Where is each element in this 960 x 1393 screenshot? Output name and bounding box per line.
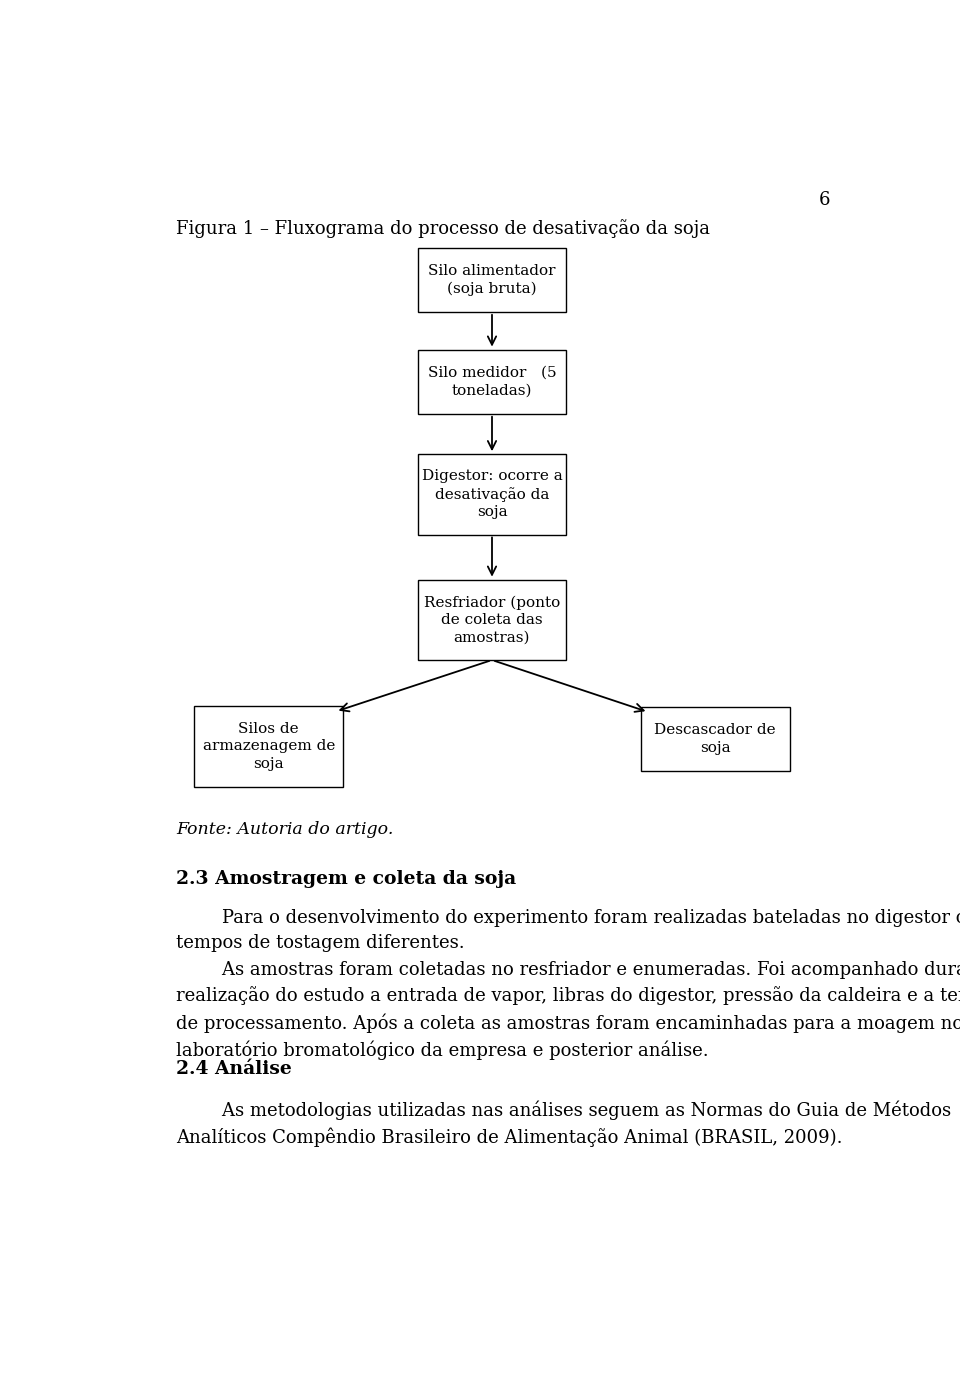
FancyBboxPatch shape	[418, 454, 566, 535]
Text: Digestor: ocorre a
desativação da
soja: Digestor: ocorre a desativação da soja	[421, 469, 563, 520]
Text: As amostras foram coletadas no resfriador e enumeradas. Foi acompanhado durante : As amostras foram coletadas no resfriado…	[176, 961, 960, 1060]
Text: Silos de
armazenagem de
soja: Silos de armazenagem de soja	[203, 722, 335, 770]
Text: 2.3 Amostragem e coleta da soja: 2.3 Amostragem e coleta da soja	[176, 869, 516, 887]
Text: 2.4 Análise: 2.4 Análise	[176, 1060, 292, 1078]
FancyBboxPatch shape	[194, 706, 344, 787]
Text: As metodologias utilizadas nas análises seguem as Normas do Guia de Métodos
Anal: As metodologias utilizadas nas análises …	[176, 1100, 951, 1146]
Text: 6: 6	[819, 191, 830, 209]
Text: Figura 1 – Fluxograma do processo de desativação da soja: Figura 1 – Fluxograma do processo de des…	[176, 219, 709, 238]
Text: Silo medidor   (5
toneladas): Silo medidor (5 toneladas)	[428, 366, 556, 397]
Text: Para o desenvolvimento do experimento foram realizadas bateladas no digestor com: Para o desenvolvimento do experimento fo…	[176, 910, 960, 953]
Text: Silo alimentador
(soja bruta): Silo alimentador (soja bruta)	[428, 263, 556, 295]
FancyBboxPatch shape	[641, 706, 790, 772]
FancyBboxPatch shape	[418, 350, 566, 414]
Text: Resfriador (ponto
de coleta das
amostras): Resfriador (ponto de coleta das amostras…	[424, 595, 560, 645]
Text: Descascador de
soja: Descascador de soja	[655, 723, 776, 755]
Text: Fonte: Autoria do artigo.: Fonte: Autoria do artigo.	[176, 822, 394, 839]
FancyBboxPatch shape	[418, 579, 566, 660]
FancyBboxPatch shape	[418, 248, 566, 312]
